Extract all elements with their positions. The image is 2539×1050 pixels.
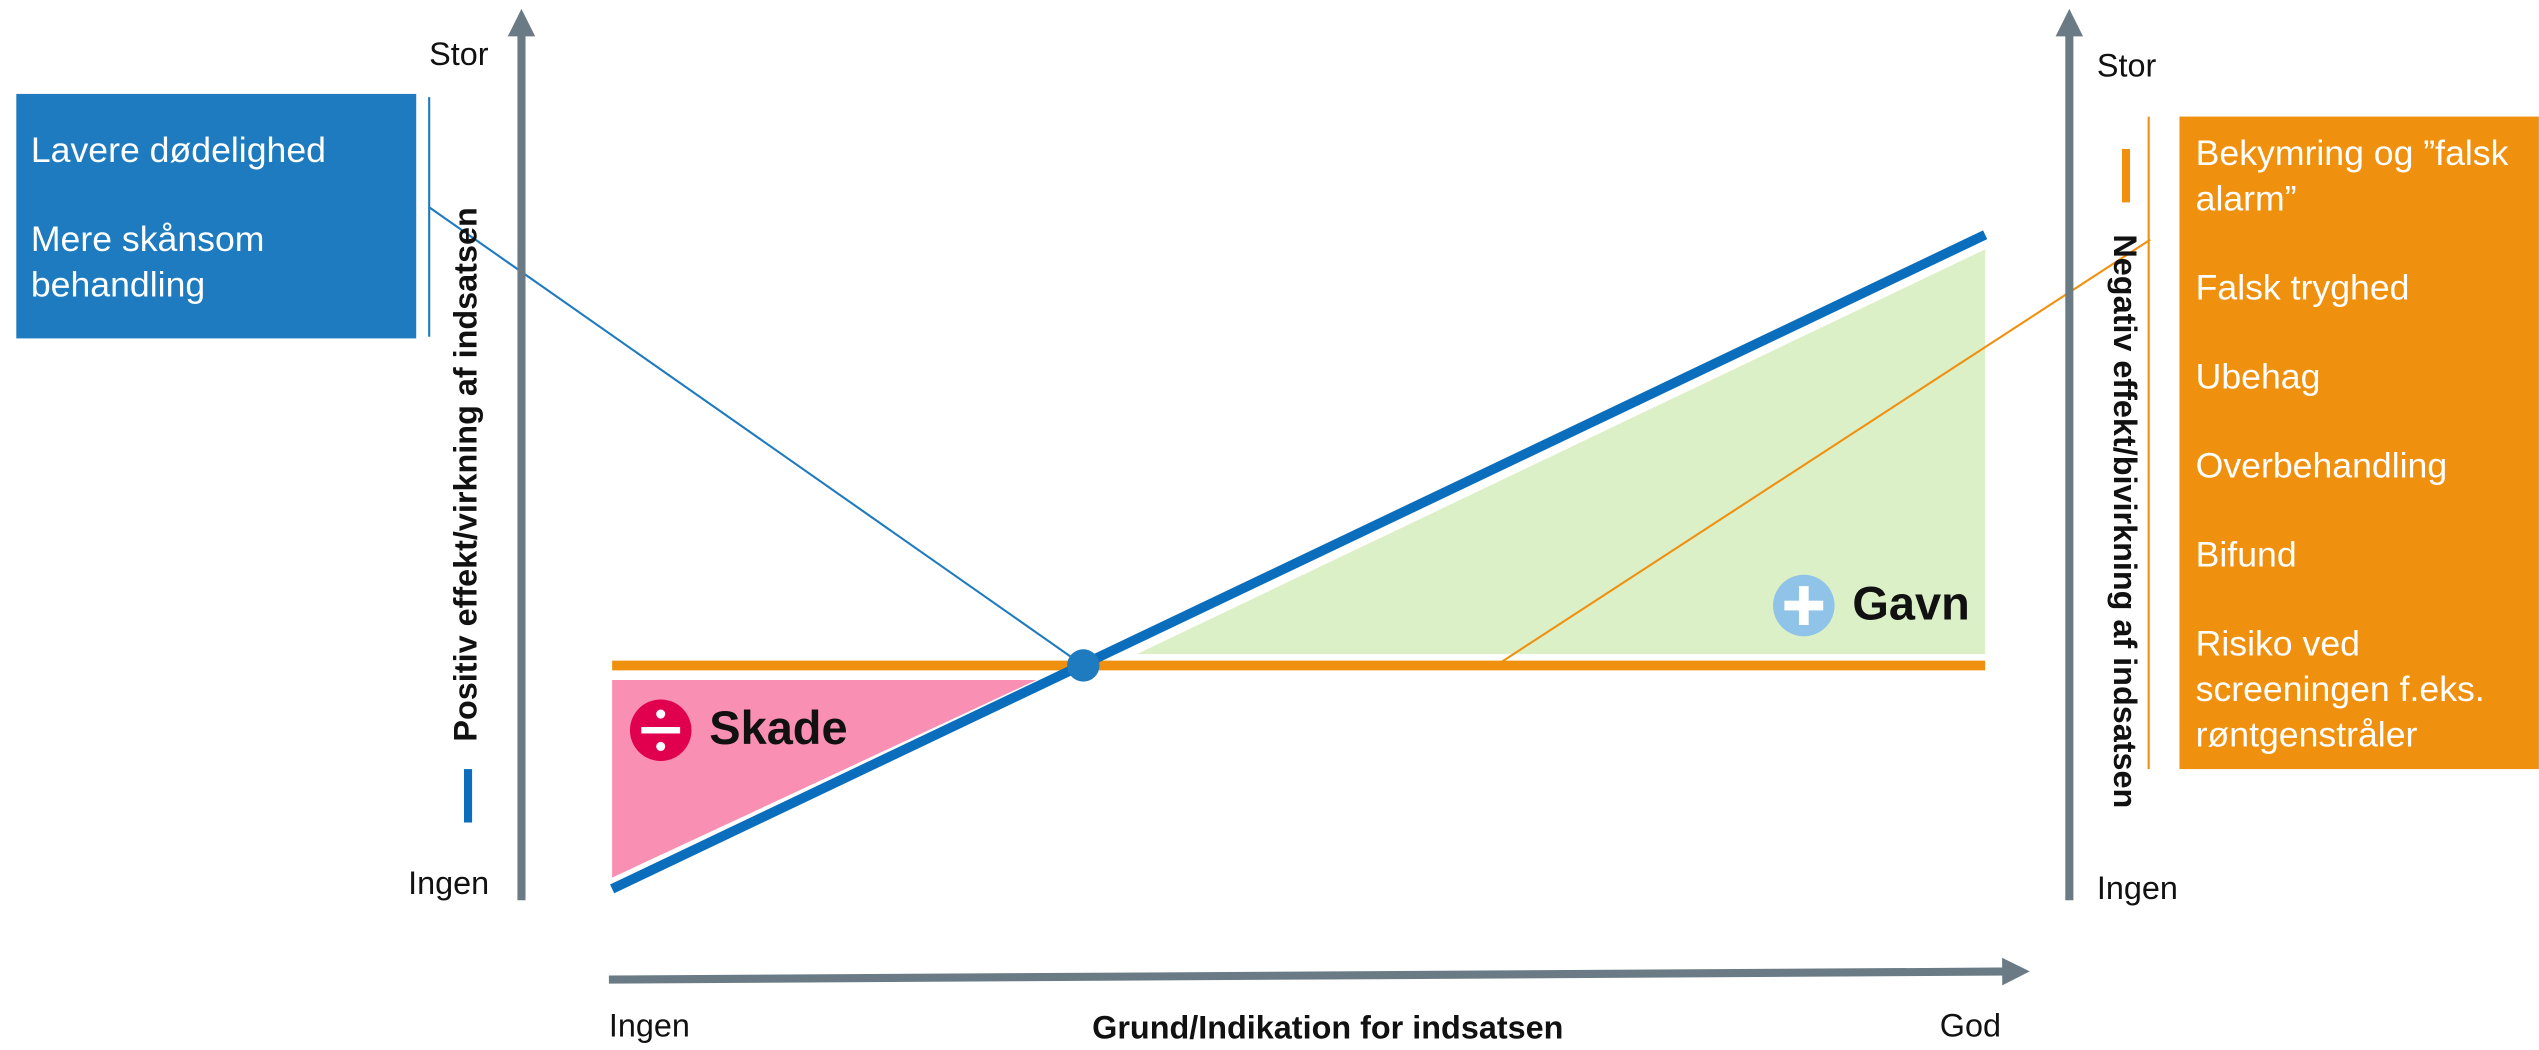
list-item: Lavere dødelighed [30, 129, 326, 171]
benefit-box [16, 93, 417, 339]
legend-marker [2121, 148, 2131, 203]
list-item: Mere skånsom behandling [30, 218, 265, 305]
list-item: Bifund [2195, 534, 2297, 575]
list-item: Overbehandling [2195, 445, 2448, 486]
axis-end-label: Stor [429, 36, 489, 72]
list-item: Risiko ved screeningen f.eks. røntgenstr… [2195, 623, 2485, 755]
list-item: Ubehag [2195, 356, 2321, 397]
axis-end-label: Ingen [609, 1008, 690, 1044]
axis-end-label: God [1940, 1008, 2001, 1044]
icon-glyph [641, 726, 681, 734]
benefit-list: Lavere dødelighed Mere skånsom behandling [30, 129, 326, 305]
axis-end-label: Ingen [2097, 870, 2178, 906]
region-label: Gavn [1852, 577, 1969, 630]
axis-label: Negativ effekt/bivirkning af indsatsen [2107, 234, 2143, 808]
axis-label: Positiv effekt/virkning af indsatsen [448, 207, 484, 741]
icon-glyph [656, 709, 666, 719]
harm-area [612, 680, 1037, 878]
benefit-line [610, 230, 1988, 894]
connector [1500, 238, 2151, 664]
axis-end-label: Stor [2097, 48, 2157, 84]
x-axis [608, 957, 2030, 986]
axis-end-label: Ingen [408, 865, 489, 901]
icon-glyph [656, 741, 666, 751]
list-item: Falsk tryghed [2195, 267, 2410, 308]
connector [428, 206, 1084, 667]
harm-list: Bekymring og ”falsk alarm” Falsk tryghed U… [2195, 132, 2509, 755]
intersection [1067, 649, 1100, 682]
harm-box [2179, 116, 2539, 770]
icon-glyph [1798, 586, 1809, 625]
list-item: Bekymring og ”falsk alarm” [2195, 132, 2509, 219]
legend-marker [463, 769, 473, 823]
axis-label: Grund/Indikation for indsatsen [1092, 1009, 1563, 1045]
region-label: Skade [709, 701, 847, 754]
